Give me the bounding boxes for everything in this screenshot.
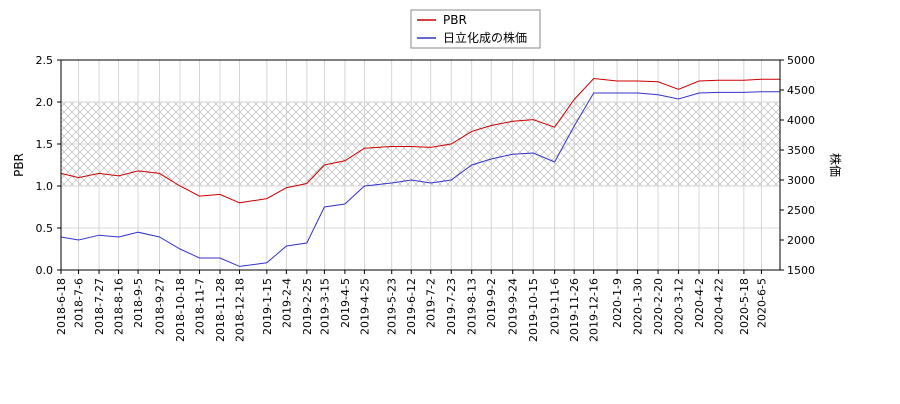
- x-tick-label: 2019-6-12: [405, 278, 418, 335]
- right-tick-label: 4000: [787, 114, 815, 127]
- series-lines: [60, 77, 780, 267]
- x-tick-label: 2018-7-27: [93, 278, 106, 335]
- x-tick-label: 2019-7-2: [425, 278, 438, 328]
- x-tick-label: 2018-12-18: [234, 278, 247, 342]
- x-tick-label: 2019-11-6: [549, 278, 562, 335]
- x-tick-label: 2020-4-2: [693, 278, 706, 328]
- x-tick-label: 2018-6-18: [55, 278, 68, 335]
- right-axis-title: 株価: [828, 153, 843, 177]
- x-tick-label: 2018-9-27: [154, 278, 167, 335]
- x-tick-label: 2019-1-15: [261, 278, 274, 335]
- right-tick-label: 2000: [787, 234, 815, 247]
- x-tick-label: 2019-2-25: [301, 278, 314, 335]
- left-tick-label: 2.0: [36, 96, 54, 109]
- right-tick-label: 3000: [787, 174, 815, 187]
- stock-price-line: [60, 91, 780, 267]
- x-tick-label: 2019-2-4: [280, 278, 293, 328]
- right-tick-label: 5000: [787, 54, 815, 67]
- x-tick-label: 2019-12-16: [588, 278, 601, 342]
- x-tick-label: 2019-3-15: [318, 278, 331, 335]
- x-tick-label: 2020-6-5: [755, 278, 768, 328]
- x-tick-label: 2019-9-24: [507, 278, 520, 335]
- x-tick-label: 2019-4-25: [358, 278, 371, 335]
- left-tick-label: 2.5: [36, 54, 54, 67]
- x-tick-label: 2019-8-13: [466, 278, 479, 335]
- pbr-line: [60, 77, 780, 204]
- left-axis-title: PBR: [12, 153, 26, 177]
- legend-label: PBR: [443, 13, 467, 27]
- right-tick-label: 2500: [787, 204, 815, 217]
- plot-area: [61, 60, 780, 270]
- legend: PBR 日立化成の株価: [410, 9, 541, 49]
- legend-label: 日立化成の株価: [443, 30, 527, 45]
- x-tick-label: 2019-10-15: [527, 278, 540, 342]
- x-tick-label: 2020-2-20: [652, 278, 665, 335]
- plot-frame: [60, 59, 781, 271]
- x-tick-label: 2020-5-18: [738, 278, 751, 335]
- left-tick-label: 1.0: [36, 180, 54, 193]
- left-tick-label: 1.5: [36, 138, 54, 151]
- axes: 0.0 0.5 1.0 1.5 2.0 2.5 1500 2000 2500 3000 3500 40…: [12, 54, 843, 342]
- x-tick-label: 2019-5-23: [386, 278, 399, 335]
- x-tick-label: 2019-4-5: [339, 278, 352, 328]
- x-tick-label: 2019-11-26: [568, 278, 581, 342]
- right-tick-label: 3500: [787, 144, 815, 157]
- left-tick-label: 0.0: [36, 264, 54, 277]
- x-tick-label: 2018-9-5: [132, 278, 145, 328]
- x-tick-label: 2018-8-16: [113, 278, 126, 335]
- x-tick-label: 2020-1-9: [611, 278, 624, 328]
- x-tick-label: 2018-7-6: [73, 278, 86, 328]
- right-tick-label: 4500: [787, 84, 815, 97]
- x-tick-label: 2020-1-30: [632, 278, 645, 335]
- x-tick-label: 2019-7-23: [445, 278, 458, 335]
- x-tick-label: 2019-9-2: [485, 278, 498, 328]
- x-tick-label: 2020-4-22: [713, 278, 726, 335]
- x-tick-label: 2018-11-7: [194, 278, 207, 335]
- legend-box: [410, 9, 541, 49]
- x-tick-label: 2018-10-18: [174, 278, 187, 342]
- left-tick-label: 0.5: [36, 222, 54, 235]
- right-tick-label: 1500: [787, 264, 815, 277]
- x-tick-label: 2018-11-28: [214, 278, 227, 342]
- x-tick-label: 2020-3-12: [673, 278, 686, 335]
